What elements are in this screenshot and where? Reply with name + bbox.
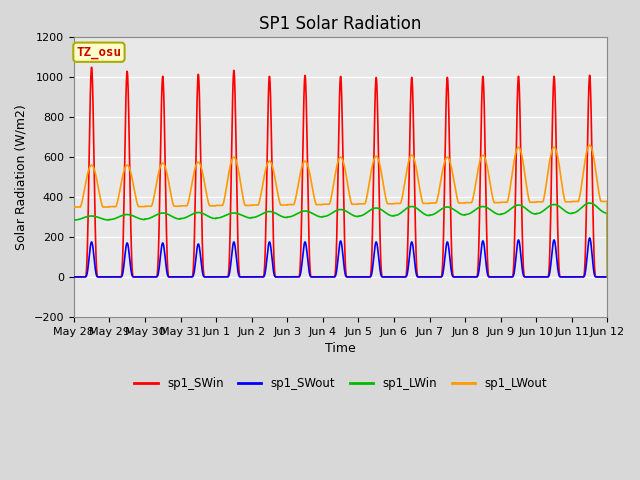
sp1_SWin — [88, 64, 95, 70]
sp1_LWin — [495, 212, 503, 217]
sp1_SWout — [495, 274, 503, 280]
Title: SP1 Solar Radiation: SP1 Solar Radiation — [259, 15, 422, 33]
sp1_SWout — [586, 235, 593, 241]
sp1_SWout — [367, 272, 375, 278]
sp1_LWout — [556, 169, 564, 175]
sp1_LWin — [367, 206, 375, 212]
sp1_LWout — [586, 142, 593, 148]
Line: sp1_SWin: sp1_SWin — [74, 67, 607, 277]
sp1_SWout — [70, 274, 77, 280]
sp1_SWout — [219, 274, 227, 280]
Legend: sp1_SWin, sp1_SWout, sp1_LWin, sp1_LWout: sp1_SWin, sp1_SWout, sp1_LWin, sp1_LWout — [129, 372, 552, 395]
sp1_SWout — [356, 274, 364, 280]
sp1_SWin — [496, 274, 504, 280]
sp1_SWin — [70, 274, 77, 280]
sp1_SWout — [604, 274, 611, 280]
sp1_SWout — [572, 274, 579, 280]
sp1_LWin — [556, 204, 564, 210]
sp1_LWin — [70, 217, 77, 223]
Line: sp1_LWin: sp1_LWin — [74, 203, 607, 277]
Y-axis label: Solar Radiation (W/m2): Solar Radiation (W/m2) — [15, 104, 28, 250]
sp1_SWin — [368, 257, 376, 263]
sp1_SWin — [572, 274, 579, 280]
sp1_SWin — [356, 274, 364, 280]
sp1_SWin — [219, 274, 227, 280]
sp1_LWin — [219, 214, 227, 220]
Text: TZ_osu: TZ_osu — [76, 46, 122, 59]
sp1_LWout — [219, 203, 227, 208]
sp1_LWout — [356, 201, 364, 207]
sp1_LWout — [367, 168, 375, 173]
sp1_SWin — [557, 274, 564, 280]
sp1_LWin — [572, 210, 579, 216]
sp1_LWout — [572, 199, 579, 204]
sp1_LWout — [604, 274, 611, 280]
sp1_SWout — [556, 274, 564, 280]
X-axis label: Time: Time — [325, 342, 356, 355]
sp1_LWout — [495, 200, 503, 205]
Line: sp1_SWout: sp1_SWout — [74, 238, 607, 277]
sp1_SWin — [604, 274, 611, 280]
sp1_LWin — [356, 213, 364, 219]
sp1_LWin — [586, 200, 593, 206]
sp1_LWout — [70, 204, 77, 210]
Line: sp1_LWout: sp1_LWout — [74, 145, 607, 277]
sp1_LWin — [604, 274, 611, 280]
